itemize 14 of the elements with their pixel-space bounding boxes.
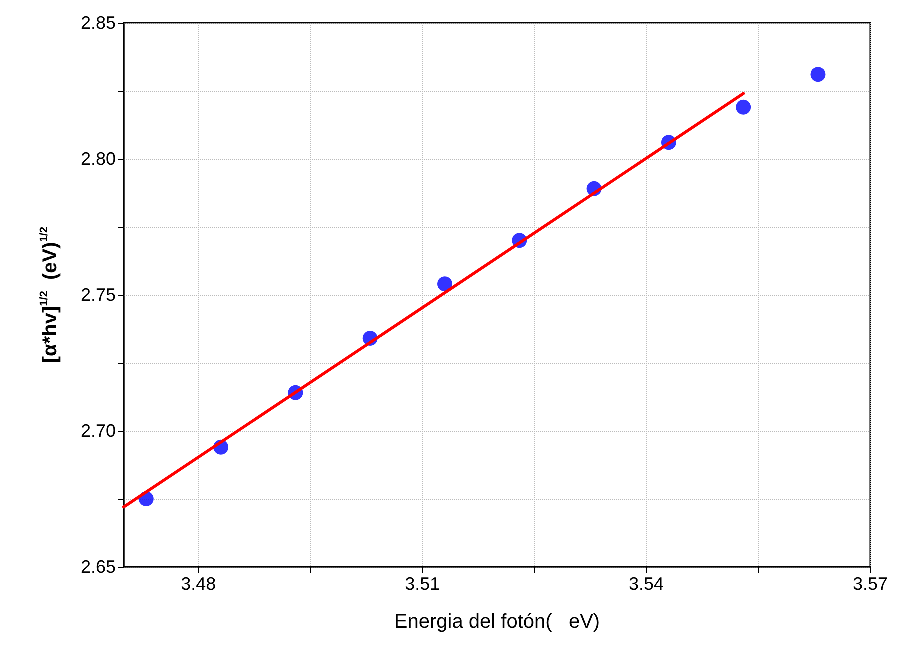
y-axis-title: [α*hv]1/2 (eV)1/2 [38, 226, 62, 364]
x-tick-label: 3.51 [405, 574, 440, 594]
y-tick-label: 2.70 [80, 421, 116, 441]
y-tick-label: 2.85 [80, 13, 116, 33]
point [438, 276, 452, 292]
point [736, 100, 752, 115]
x-tick-label: 3.54 [629, 574, 664, 594]
y-tick-label: 2.75 [80, 285, 116, 305]
y-tick-label: 2.65 [80, 557, 116, 577]
x-tick-label: 3.57 [852, 574, 888, 594]
point [810, 67, 826, 82]
x-tick-label: 3.48 [181, 574, 216, 594]
x-axis-title: Energia del fotón( eV) [394, 611, 600, 633]
y-tick-label: 2.80 [80, 149, 116, 169]
